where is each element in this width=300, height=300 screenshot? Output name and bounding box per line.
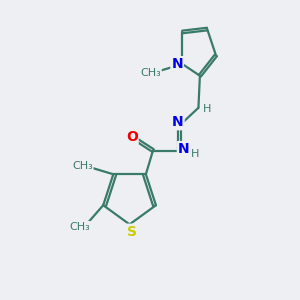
Text: CH₃: CH₃ <box>72 161 93 171</box>
Text: CH₃: CH₃ <box>69 222 90 232</box>
Text: N: N <box>178 142 189 156</box>
Text: N: N <box>171 57 183 71</box>
Text: CH₃: CH₃ <box>140 68 161 78</box>
Text: O: O <box>126 130 138 144</box>
Text: N: N <box>172 115 184 129</box>
Text: H: H <box>203 104 212 114</box>
Text: H: H <box>191 149 200 159</box>
Text: S: S <box>127 225 137 239</box>
